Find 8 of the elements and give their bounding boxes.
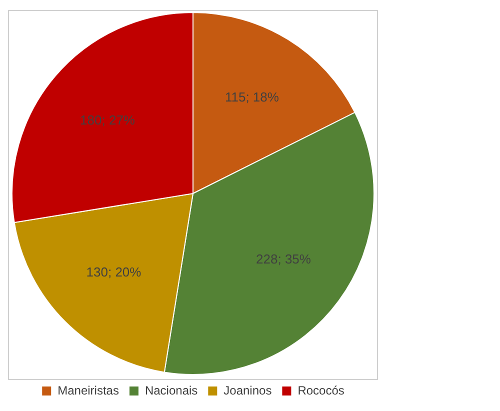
- legend-label: Nacionais: [144, 383, 198, 398]
- data-label: 228; 35%: [256, 251, 312, 266]
- legend-label: Joaninos: [224, 383, 272, 398]
- legend-label: Maneiristas: [58, 383, 119, 398]
- data-label: 130; 20%: [86, 264, 142, 280]
- data-label: 115; 18%: [224, 90, 280, 105]
- legend-label: Rococós: [298, 383, 344, 398]
- data-label: 180; 27%: [80, 112, 136, 128]
